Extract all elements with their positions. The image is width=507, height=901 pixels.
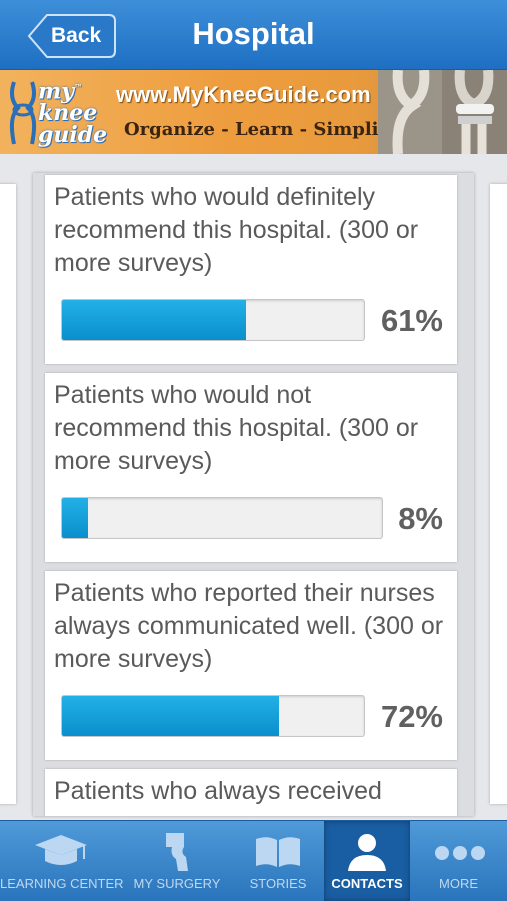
progress-fill bbox=[62, 300, 247, 340]
more-dots-icon bbox=[435, 846, 485, 860]
tab-bar: LEARNING CENTER MY SURGERY STORIES CONTA… bbox=[0, 820, 507, 901]
tab-contacts[interactable]: CONTACTS bbox=[324, 821, 410, 901]
metric-card: Patients who reported their nurses alway… bbox=[45, 571, 457, 760]
metric-value: 72% bbox=[380, 699, 443, 734]
tab-more[interactable]: MORE bbox=[410, 821, 507, 901]
banner-tagline: Organize - Learn - Simplify bbox=[124, 119, 397, 140]
tab-my-surgery[interactable]: MY SURGERY bbox=[122, 821, 232, 901]
metric-description: Patients who reported their nurses alway… bbox=[54, 579, 444, 673]
nav-header: Back Hospital bbox=[0, 0, 507, 70]
back-button-shape bbox=[27, 14, 116, 58]
back-button-label: Back bbox=[51, 24, 102, 47]
tab-label: MORE bbox=[439, 876, 478, 891]
knee-implant-icon bbox=[166, 833, 188, 871]
tab-label: MY SURGERY bbox=[133, 876, 221, 891]
logo-word-knee: knee bbox=[38, 100, 98, 127]
logo-word-my: my bbox=[38, 78, 75, 105]
metric-card: Patients who would not recommend this ho… bbox=[45, 373, 457, 562]
book-icon bbox=[256, 837, 300, 867]
progress-fill bbox=[62, 498, 88, 538]
progress-fill bbox=[62, 696, 280, 736]
metric-value: 61% bbox=[380, 303, 443, 338]
metric-description: Patients who always received bbox=[54, 777, 382, 805]
previous-page-card[interactable] bbox=[0, 184, 16, 804]
tab-stories[interactable]: STORIES bbox=[232, 821, 324, 901]
next-page-card[interactable] bbox=[490, 184, 507, 804]
knee-xray-image bbox=[378, 70, 507, 154]
tab-learning-center[interactable]: LEARNING CENTER bbox=[0, 821, 124, 901]
progress-bar bbox=[61, 497, 383, 539]
metric-value: 8% bbox=[398, 501, 443, 536]
knee-logo-icon bbox=[9, 81, 37, 145]
metric-card: Patients who would definitely recommend … bbox=[45, 175, 457, 364]
banner-logo-text: my™ knee guide bbox=[38, 76, 107, 146]
content-area[interactable]: Patients who would definitely recommend … bbox=[0, 154, 507, 820]
metrics-panel[interactable]: Patients who would definitely recommend … bbox=[33, 173, 474, 816]
logo-tm: ™ bbox=[74, 82, 83, 92]
tab-label: STORIES bbox=[249, 876, 307, 891]
banner-url: www.MyKneeGuide.com bbox=[116, 82, 371, 107]
person-icon bbox=[348, 834, 386, 871]
progress-bar bbox=[61, 695, 365, 737]
page-title: Hospital bbox=[192, 16, 315, 51]
tab-label: LEARNING CENTER bbox=[0, 876, 124, 891]
back-button[interactable]: Back bbox=[27, 13, 117, 59]
metric-description: Patients who would definitely recommend … bbox=[54, 183, 419, 277]
ad-banner[interactable]: my™ knee guide www.MyKneeGuide.com Organ… bbox=[0, 70, 507, 154]
progress-bar bbox=[61, 299, 365, 341]
tab-label: CONTACTS bbox=[331, 876, 403, 891]
metric-description: Patients who would not recommend this ho… bbox=[54, 381, 419, 475]
graduation-cap-icon bbox=[35, 835, 87, 865]
logo-word-guide: guide bbox=[38, 122, 108, 149]
metric-card: Patients who always received bbox=[45, 769, 457, 816]
